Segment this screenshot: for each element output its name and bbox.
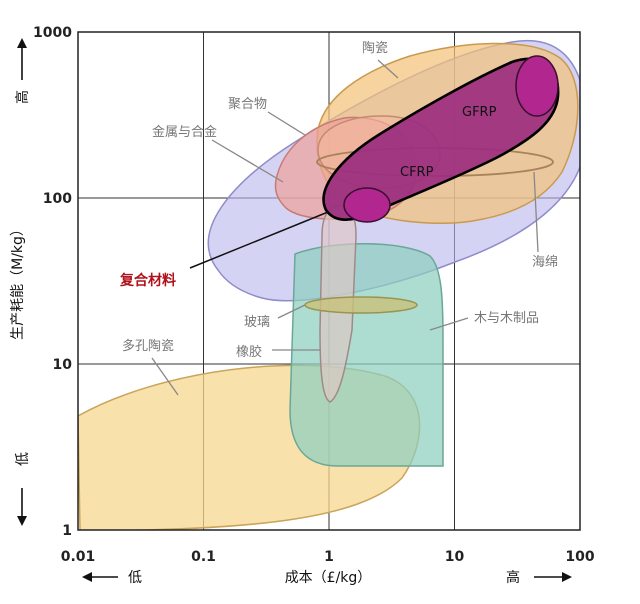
x-high-indicator: 高	[506, 569, 572, 586]
y-tick-label: 10	[53, 357, 73, 373]
label-porous-ceramic: 多孔陶瓷	[122, 338, 174, 354]
label-polymer: 金属与合金	[152, 124, 217, 140]
region-gfrp	[515, 55, 559, 117]
label-foam: 海绵	[532, 255, 558, 270]
region-wood	[289, 243, 444, 467]
label-rubber: 橡胶	[236, 344, 262, 360]
arrow-left-icon	[82, 572, 92, 582]
leader-wood	[429, 317, 469, 331]
y-axis-ticks: 1 10 100 1000	[33, 25, 72, 539]
y-tick-label: 1000	[33, 25, 72, 41]
x-low-indicator: 低	[82, 570, 142, 586]
leader-porous-ceramic	[151, 357, 179, 396]
regions	[78, 40, 580, 530]
x-axis-title: 成本（£/kg）	[285, 570, 372, 586]
label-composite: 复合材料	[119, 272, 176, 289]
x-tick-label: 0.01	[61, 549, 96, 565]
label-metal: 聚合物	[228, 97, 267, 112]
leader-polymer	[211, 139, 284, 183]
leader-lines	[151, 59, 539, 396]
y-low-indicator: 低	[15, 452, 31, 526]
label-ceramic: 陶瓷	[362, 40, 388, 56]
y-tick-label: 1	[62, 523, 72, 539]
y-high-label: 高	[14, 90, 31, 104]
arrow-down-icon	[17, 516, 27, 526]
x-tick-label: 1	[324, 549, 334, 565]
leader-ceramic	[377, 59, 399, 79]
leader-composite	[189, 211, 329, 269]
label-gfrp: GFRP	[462, 105, 497, 120]
arrow-up-icon	[17, 38, 27, 48]
region-cfrp	[343, 187, 391, 223]
y-tick-label: 100	[43, 191, 72, 207]
y-high-indicator: 高	[14, 38, 31, 104]
x-high-label: 高	[506, 569, 520, 586]
plot-frame	[77, 31, 581, 531]
label-wood: 木与木制品	[474, 311, 539, 326]
label-cfrp: CFRP	[400, 165, 434, 180]
x-tick-label: 100	[565, 549, 594, 565]
x-tick-label: 0.1	[191, 549, 216, 565]
leader-metal	[267, 111, 306, 136]
x-low-label: 低	[128, 570, 142, 586]
x-tick-label: 10	[445, 549, 465, 565]
y-axis-title: 生产耗能（M/kg）	[10, 222, 26, 340]
leader-glass	[277, 304, 306, 319]
leader-foam	[533, 171, 539, 253]
label-glass: 玻璃	[244, 315, 270, 330]
x-axis-ticks: 0.01 0.1 1 10 100	[61, 549, 595, 565]
arrow-right-icon	[562, 572, 572, 582]
y-low-label: 低	[15, 452, 31, 466]
region-glass	[304, 296, 418, 314]
